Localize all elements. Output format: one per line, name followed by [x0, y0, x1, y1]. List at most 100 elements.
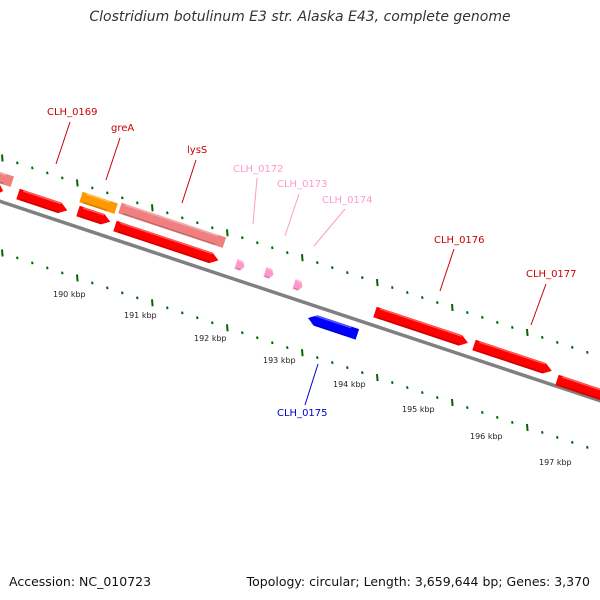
major-tick	[376, 374, 379, 382]
scale-label: 197 kbp	[539, 458, 572, 467]
leader-line	[304, 363, 319, 406]
minor-tick	[541, 430, 544, 434]
gene-label: CLH_0169	[47, 107, 98, 118]
minor-tick	[316, 261, 319, 265]
major-tick	[151, 204, 154, 212]
minor-tick	[61, 271, 64, 275]
minor-tick	[136, 296, 139, 300]
major-tick	[451, 303, 454, 312]
minor-tick	[166, 211, 169, 215]
minor-tick	[361, 371, 364, 375]
minor-tick	[316, 356, 319, 360]
minor-tick	[16, 161, 19, 165]
label-leaders	[55, 121, 547, 406]
tick-marks	[1, 154, 589, 449]
major-tick	[151, 299, 154, 307]
minor-tick	[121, 291, 124, 295]
gene-CLH_0168	[0, 165, 14, 187]
major-tick	[226, 324, 229, 332]
gene-label: CLH_0173	[277, 179, 328, 190]
leader-line	[313, 208, 346, 247]
gene-label: lysS	[187, 145, 207, 156]
minor-tick	[391, 381, 394, 385]
minor-tick	[571, 440, 574, 444]
major-tick	[1, 154, 4, 162]
gene-CLH_0177	[472, 339, 552, 374]
backbone-line	[0, 199, 600, 403]
major-tick	[526, 328, 529, 336]
leader-line	[530, 283, 547, 326]
minor-tick	[586, 445, 589, 449]
major-tick	[301, 254, 304, 262]
minor-tick	[61, 176, 64, 180]
major-tick	[301, 349, 304, 357]
minor-tick	[241, 236, 244, 240]
gene-CLH_0169	[16, 188, 68, 214]
minor-tick	[106, 286, 109, 290]
minor-tick	[181, 311, 184, 315]
minor-tick	[466, 406, 469, 410]
gene-label: CLH_0172	[233, 164, 284, 175]
backbone	[0, 199, 600, 403]
gene-CLH_0173	[263, 267, 274, 279]
gene-label: CLH_0175	[277, 408, 328, 419]
minor-tick	[211, 226, 214, 230]
gene-CLH_0172	[234, 259, 245, 271]
minor-tick	[16, 256, 19, 260]
accession-label: Accession: NC_010723	[9, 574, 152, 589]
gene-label: CLH_0174	[322, 195, 373, 206]
leader-line	[284, 193, 300, 237]
minor-tick	[346, 366, 349, 370]
minor-tick	[511, 420, 514, 424]
minor-tick	[91, 186, 94, 190]
minor-tick	[91, 281, 94, 285]
minor-tick	[556, 435, 559, 439]
leader-line	[252, 177, 258, 225]
minor-tick	[196, 316, 199, 320]
minor-tick	[511, 325, 514, 329]
minor-tick	[286, 346, 289, 350]
minor-tick	[256, 336, 259, 340]
minor-tick	[31, 261, 34, 265]
major-tick	[376, 279, 379, 287]
leader-line	[181, 159, 197, 204]
gene-red-small	[76, 205, 111, 225]
gene-CLH_0175	[308, 314, 360, 340]
minor-tick	[46, 171, 49, 175]
gene-lysS	[118, 202, 227, 248]
map-title: Clostridium botulinum E3 str. Alaska E43…	[89, 9, 511, 25]
major-tick	[451, 398, 454, 407]
minor-tick	[166, 306, 169, 310]
minor-tick	[481, 410, 484, 414]
gene-greA	[79, 191, 118, 214]
minor-tick	[391, 286, 394, 290]
minor-tick	[481, 315, 484, 319]
scale-label: 190 kbp	[53, 290, 86, 299]
major-tick	[226, 229, 229, 237]
minor-tick	[541, 335, 544, 339]
minor-tick	[496, 320, 499, 324]
minor-tick	[331, 361, 334, 365]
minor-tick	[256, 241, 259, 245]
gene-label: CLH_0176	[434, 235, 485, 246]
lower-tick-row	[1, 249, 589, 449]
minor-tick	[286, 251, 289, 255]
minor-tick	[31, 166, 34, 170]
major-tick	[1, 249, 4, 257]
leader-line	[105, 137, 121, 181]
minor-tick	[556, 340, 559, 344]
minor-tick	[586, 350, 589, 354]
scale-label: 192 kbp	[194, 334, 227, 343]
minor-tick	[271, 246, 274, 250]
minor-tick	[421, 296, 424, 300]
gene-right-partial	[555, 374, 600, 402]
gene-label: greA	[111, 123, 134, 134]
minor-tick	[571, 345, 574, 349]
scale-label: 196 kbp	[470, 432, 503, 441]
major-tick	[76, 179, 79, 187]
minor-tick	[121, 196, 124, 200]
minor-tick	[466, 311, 469, 315]
minor-tick	[136, 201, 139, 205]
minor-tick	[106, 191, 109, 195]
